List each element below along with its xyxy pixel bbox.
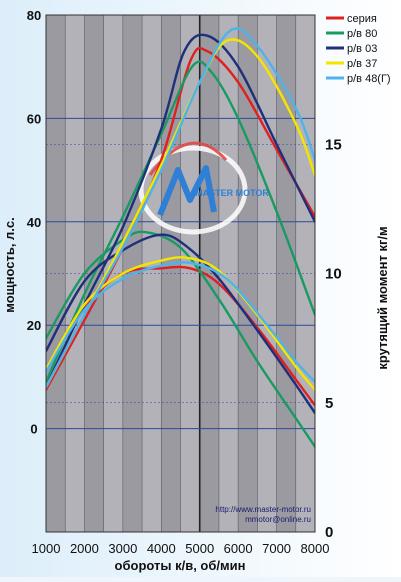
watermark-text: mmotor@online.ru <box>245 515 311 524</box>
x-axis-label: обороты к/в, об/мин <box>115 558 246 573</box>
legend-label: серия <box>347 13 377 25</box>
legend-item: р/в 80 <box>326 28 377 40</box>
legend-label: р/в 48(Г) <box>347 73 391 85</box>
legend-item: р/в 03 <box>326 43 377 55</box>
y-axis-left-label: мощность, л.с. <box>2 217 17 313</box>
legend-item: р/в 37 <box>326 58 377 70</box>
y-axis-right-label: крутящий момент кг/м <box>375 226 390 369</box>
x-tick-label: 8000 <box>301 541 330 556</box>
y-left-tick-label: 20 <box>27 318 41 333</box>
y-left-tick-label: 40 <box>27 215 41 230</box>
series-2-power-line <box>46 33 315 389</box>
x-tick-label: 5000 <box>185 541 214 556</box>
logo-text: MASTER MOTOR <box>195 188 269 198</box>
y-left-tick-label: 60 <box>27 111 41 126</box>
y-right-tick-label: 10 <box>325 266 342 283</box>
legend-label: р/в 03 <box>347 43 377 55</box>
series-2-torque-line <box>46 233 315 415</box>
x-tick-label: 6000 <box>224 541 253 556</box>
x-tick-label: 7000 <box>262 541 291 556</box>
legend-label: р/в 80 <box>347 28 377 40</box>
y-left-tick-label: 80 <box>27 8 41 23</box>
logo-m-icon <box>157 165 217 217</box>
series-4-torque-line <box>46 261 315 384</box>
y-left-tick-label: 0 <box>30 422 37 437</box>
watermark-text: http://www.master-motor.ru <box>215 505 311 514</box>
series-3-torque-line <box>46 256 315 392</box>
y-right-tick-label: 15 <box>325 136 342 153</box>
series-1-torque-line <box>46 230 315 448</box>
legend-item: р/в 48(Г) <box>326 73 391 85</box>
x-tick-label: 1000 <box>32 541 61 556</box>
x-tick-label: 4000 <box>147 541 176 556</box>
y-right-tick-label: 5 <box>325 395 333 412</box>
x-tick-label: 2000 <box>70 541 99 556</box>
x-tick-label: 3000 <box>108 541 137 556</box>
legend-label: р/в 37 <box>347 58 377 70</box>
legend-item: серия <box>326 13 377 25</box>
series-1-power-line <box>46 60 315 384</box>
plot-frame <box>45 14 316 533</box>
y-right-tick-label: 0 <box>325 524 333 541</box>
